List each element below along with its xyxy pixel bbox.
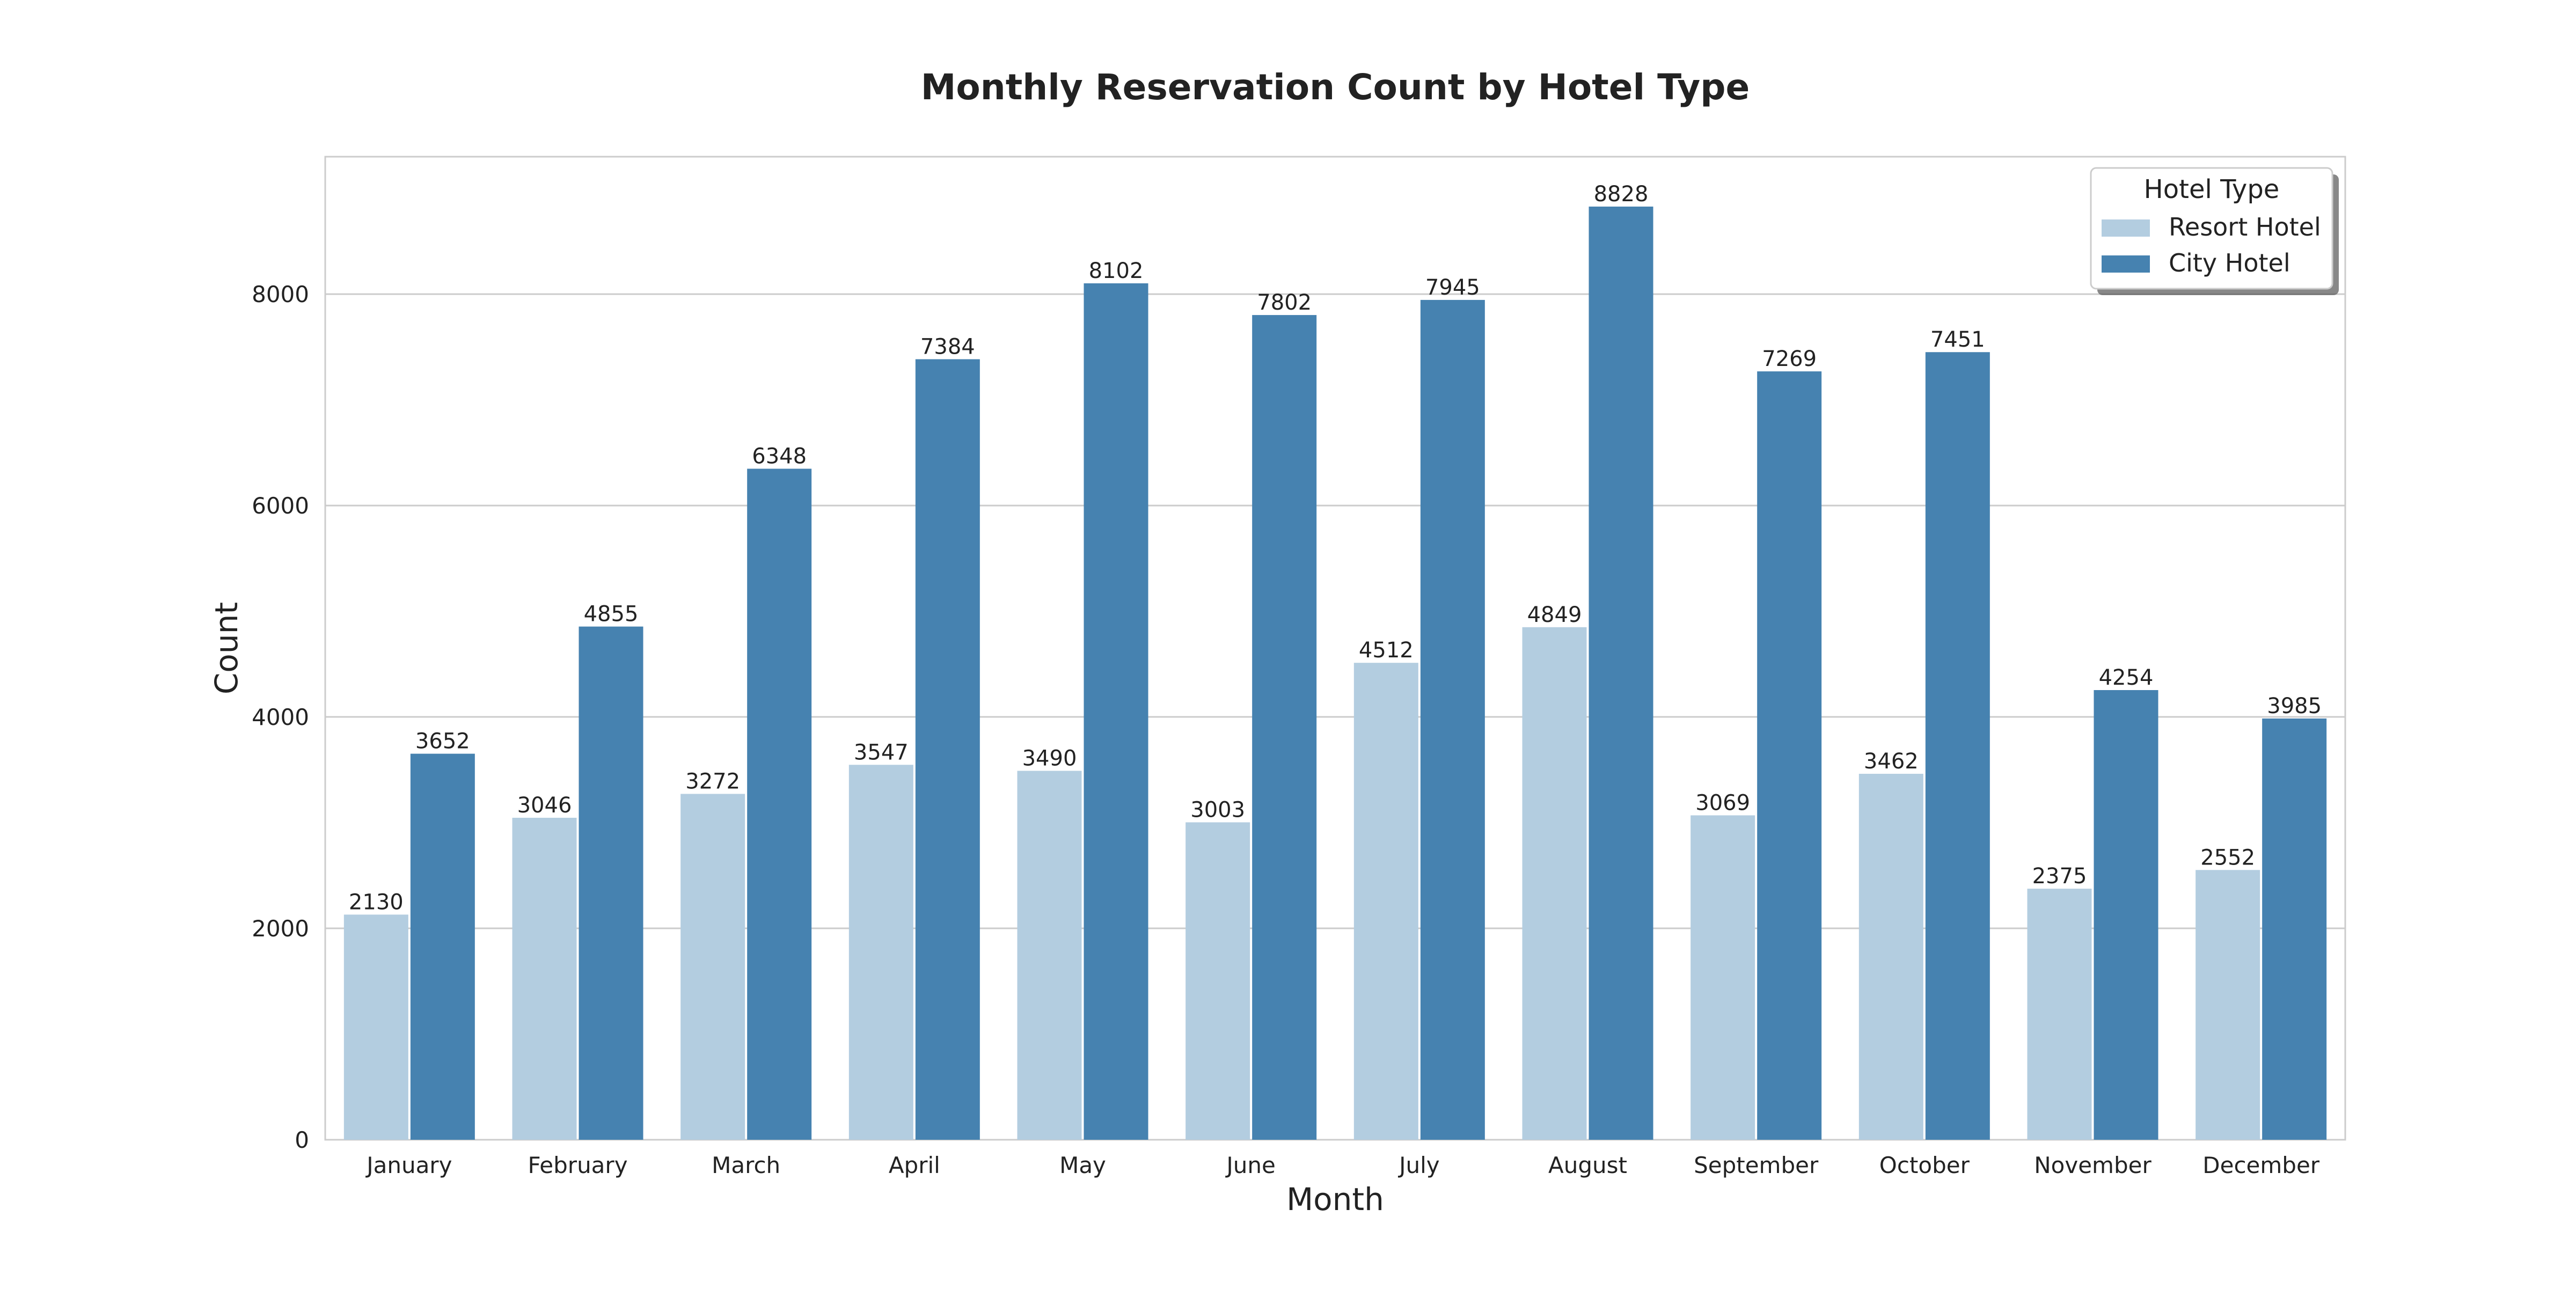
x-tick-label: December	[2202, 1152, 2320, 1178]
bar-city-hotel	[579, 626, 643, 1140]
y-tick-label: 6000	[252, 493, 309, 519]
data-label: 8828	[1594, 182, 1649, 207]
data-label: 3003	[1190, 797, 1245, 822]
x-tick-label: May	[1059, 1152, 1106, 1178]
data-label: 3547	[854, 740, 909, 765]
y-axis-ticks: 0 2000 4000 6000 8000	[252, 281, 309, 1153]
plot-area	[324, 156, 2346, 1141]
data-label: 4254	[2099, 665, 2154, 690]
bar-resort-hotel	[1522, 627, 1587, 1140]
data-label: 7451	[1930, 327, 1985, 352]
x-tick-label: January	[365, 1152, 452, 1178]
legend-title: Hotel Type	[2144, 174, 2280, 204]
data-label: 7384	[920, 334, 975, 359]
bar-resort-hotel	[1185, 822, 1250, 1140]
data-label: 7269	[1762, 347, 1817, 371]
data-label: 7945	[1425, 275, 1480, 300]
data-label: 3272	[685, 769, 740, 794]
chart-title: Monthly Reservation Count by Hotel Type	[921, 67, 1750, 108]
legend-items: Resort Hotel City Hotel	[2102, 212, 2321, 277]
bar-resort-hotel	[1858, 774, 1923, 1140]
y-tick-label: 0	[295, 1127, 309, 1153]
data-label: 3490	[1022, 746, 1077, 771]
data-label: 4855	[584, 602, 639, 627]
y-tick-label: 2000	[252, 915, 309, 942]
bar-resort-hotel	[2027, 889, 2092, 1140]
bar-resort-hotel	[848, 765, 913, 1140]
bars	[343, 206, 2327, 1140]
x-tick-label: September	[1694, 1152, 1819, 1178]
bar-resort-hotel	[512, 817, 577, 1140]
bar-city-hotel	[1252, 315, 1317, 1140]
legend-swatch	[2102, 255, 2150, 273]
x-tick-label: August	[1548, 1152, 1627, 1178]
data-labels: 2130 3652 3046 4855 3272 6348 3547 7384 3490 8102…	[349, 182, 2322, 914]
x-tick-label: April	[889, 1152, 940, 1178]
legend-label: Resort Hotel	[2169, 212, 2321, 241]
bar-city-hotel	[1589, 206, 1653, 1140]
legend: Hotel Type Resort Hotel City Hotel	[2090, 167, 2339, 295]
x-tick-label: November	[2034, 1152, 2151, 1178]
data-label: 3652	[415, 729, 470, 754]
x-tick-label: February	[528, 1152, 627, 1178]
data-label: 2375	[2032, 864, 2087, 889]
bar-city-hotel	[2262, 718, 2327, 1140]
y-tick-label: 8000	[252, 281, 309, 307]
data-label: 6348	[752, 444, 807, 469]
bar-resort-hotel	[1690, 815, 1755, 1140]
x-tick-label: March	[712, 1152, 780, 1178]
bar-resort-hotel	[1353, 663, 1418, 1140]
x-axis-label: Month	[1286, 1181, 1384, 1218]
bar-resort-hotel	[1017, 771, 1082, 1140]
bar-resort-hotel	[680, 794, 745, 1140]
bar-resort-hotel	[343, 914, 408, 1140]
bar-city-hotel	[915, 359, 980, 1140]
x-axis-ticks: January February March April May June July Augu…	[365, 1152, 2320, 1178]
data-label: 3985	[2267, 694, 2322, 719]
data-label: 8102	[1089, 259, 1144, 283]
data-label: 2130	[349, 890, 404, 914]
bar-resort-hotel	[2196, 870, 2260, 1140]
bar-city-hotel	[1757, 371, 1822, 1140]
y-axis-label: Count	[208, 602, 245, 694]
y-tick-label: 4000	[252, 704, 309, 730]
x-tick-label: October	[1879, 1152, 1970, 1178]
data-label: 3046	[517, 793, 572, 818]
data-label: 4512	[1359, 638, 1414, 663]
legend-label: City Hotel	[2169, 248, 2290, 277]
bar-city-hotel	[1925, 352, 1990, 1140]
bar-city-hotel	[1420, 299, 1485, 1140]
x-tick-label: June	[1225, 1152, 1275, 1178]
legend-box	[2090, 167, 2333, 290]
bar-city-hotel	[747, 468, 812, 1140]
data-label: 4849	[1527, 603, 1582, 627]
bar-city-hotel	[2094, 690, 2158, 1140]
data-label: 3462	[1864, 749, 1919, 774]
x-tick-label: July	[1397, 1152, 1440, 1178]
data-label: 2552	[2200, 845, 2255, 870]
bar-city-hotel	[1084, 283, 1148, 1140]
bar-city-hotel	[410, 753, 475, 1140]
data-label: 7802	[1257, 290, 1312, 315]
data-label: 3069	[1695, 790, 1750, 815]
legend-swatch	[2102, 219, 2150, 237]
